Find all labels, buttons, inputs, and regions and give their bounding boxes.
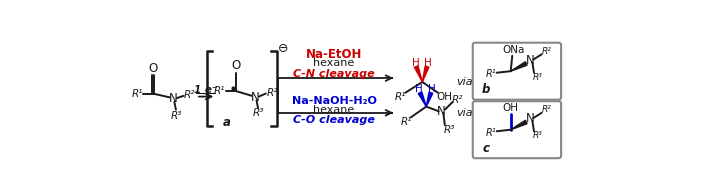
Text: Na-EtOH: Na-EtOH bbox=[306, 48, 362, 61]
Text: Na-NaOH-H₂O: Na-NaOH-H₂O bbox=[292, 96, 376, 106]
FancyBboxPatch shape bbox=[473, 101, 561, 158]
Text: N: N bbox=[250, 91, 260, 104]
Polygon shape bbox=[414, 66, 422, 82]
Text: C-N cleavage: C-N cleavage bbox=[293, 69, 375, 79]
Text: R²: R² bbox=[541, 47, 551, 56]
Text: R³: R³ bbox=[533, 73, 543, 82]
Polygon shape bbox=[426, 92, 433, 107]
Text: via: via bbox=[456, 77, 473, 87]
Text: a: a bbox=[223, 115, 231, 129]
Text: N: N bbox=[437, 105, 446, 118]
Text: R¹: R¹ bbox=[395, 92, 406, 102]
Polygon shape bbox=[511, 120, 527, 130]
Text: c: c bbox=[483, 142, 489, 155]
Text: OH: OH bbox=[503, 103, 519, 113]
Text: N: N bbox=[525, 54, 535, 67]
Text: R³: R³ bbox=[443, 125, 455, 135]
Text: 1 e⁻: 1 e⁻ bbox=[195, 85, 218, 95]
Text: R¹: R¹ bbox=[131, 88, 143, 98]
Text: H: H bbox=[411, 58, 419, 68]
Text: H: H bbox=[428, 84, 436, 94]
Text: C-O cleavage: C-O cleavage bbox=[293, 115, 375, 125]
Text: R²: R² bbox=[184, 90, 195, 100]
Text: N: N bbox=[525, 112, 535, 125]
Text: R³: R³ bbox=[252, 108, 264, 118]
Text: via: via bbox=[456, 108, 473, 118]
Polygon shape bbox=[422, 66, 429, 82]
Text: R²: R² bbox=[451, 95, 463, 105]
Text: H: H bbox=[424, 58, 431, 68]
Text: R¹: R¹ bbox=[401, 117, 412, 127]
FancyBboxPatch shape bbox=[473, 43, 561, 100]
Text: ⊖: ⊖ bbox=[277, 42, 288, 55]
Text: N: N bbox=[169, 92, 178, 105]
Text: hexane: hexane bbox=[314, 105, 354, 115]
Text: R¹: R¹ bbox=[486, 69, 497, 79]
Text: R³: R³ bbox=[170, 111, 182, 121]
Text: R³: R³ bbox=[533, 131, 543, 140]
Text: R¹: R¹ bbox=[214, 86, 225, 96]
Polygon shape bbox=[419, 92, 426, 107]
Text: hexane: hexane bbox=[314, 58, 354, 68]
Polygon shape bbox=[511, 62, 527, 71]
Text: R¹: R¹ bbox=[486, 128, 497, 138]
Text: OH: OH bbox=[436, 92, 452, 102]
Text: O: O bbox=[148, 62, 158, 75]
Text: H: H bbox=[416, 84, 423, 94]
Text: O: O bbox=[232, 59, 241, 72]
Text: R²: R² bbox=[267, 88, 277, 98]
Text: b: b bbox=[482, 83, 490, 96]
Text: ONa: ONa bbox=[503, 45, 525, 55]
Text: R²: R² bbox=[541, 105, 551, 114]
